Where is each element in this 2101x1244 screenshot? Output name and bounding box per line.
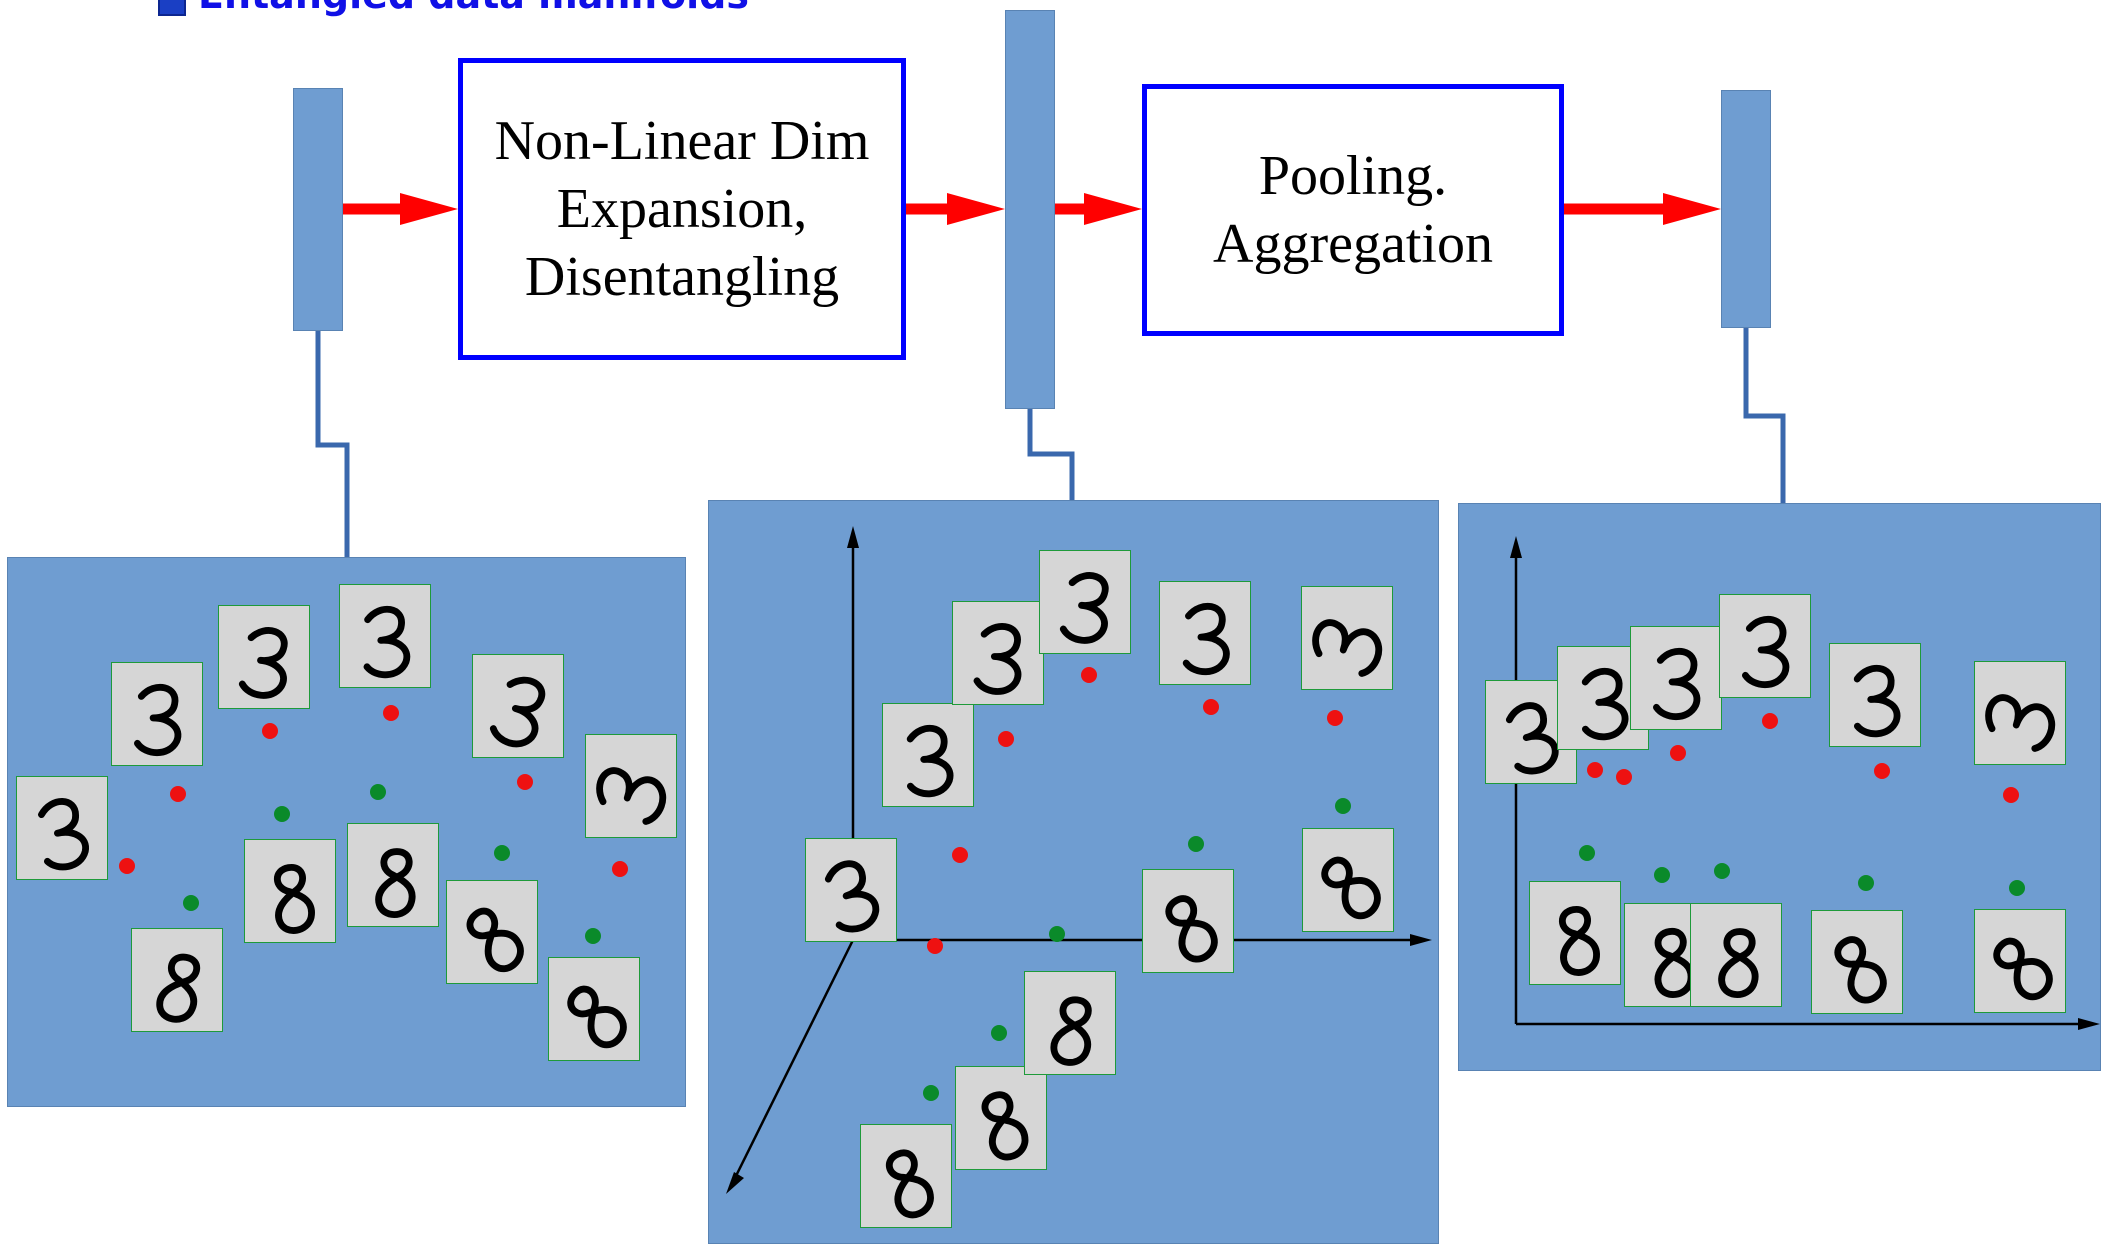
pooled-feature-vector bbox=[1721, 90, 1771, 328]
class-3-point bbox=[612, 861, 628, 877]
digit-8-tile bbox=[131, 928, 223, 1032]
flow-arrow-3 bbox=[1055, 193, 1142, 225]
digit-3-tile bbox=[1974, 661, 2066, 765]
pooling-line-2: Aggregation bbox=[1213, 213, 1493, 275]
class-8-point bbox=[585, 928, 601, 944]
digit-8-tile bbox=[446, 880, 538, 984]
connector-input bbox=[315, 331, 350, 557]
digit-3-tile bbox=[1719, 594, 1811, 698]
flow-arrow-4 bbox=[1564, 193, 1721, 225]
class-3-point bbox=[1081, 667, 1097, 683]
flow-arrow-1 bbox=[343, 193, 458, 225]
digit-3-tile bbox=[16, 776, 108, 880]
class-8-point bbox=[1049, 926, 1065, 942]
digit-8-tile bbox=[548, 957, 640, 1061]
pooling-line-1: Pooling. bbox=[1258, 144, 1448, 207]
digit-3-tile bbox=[1301, 586, 1393, 690]
class-3-point bbox=[998, 731, 1014, 747]
digit-8-tile bbox=[955, 1066, 1047, 1170]
expanded-feature-vector bbox=[1005, 10, 1055, 409]
digit-3-tile bbox=[882, 703, 974, 807]
digit-3-tile bbox=[1159, 581, 1251, 685]
class-8-point bbox=[1714, 863, 1730, 879]
digit-3-tile bbox=[472, 654, 564, 758]
class-8-point bbox=[923, 1085, 939, 1101]
class-8-point bbox=[1579, 845, 1595, 861]
class-8-point bbox=[183, 895, 199, 911]
digit-8-tile bbox=[244, 839, 336, 943]
class-3-point bbox=[1762, 713, 1778, 729]
digit-8-tile bbox=[860, 1124, 952, 1228]
class-3-point bbox=[517, 774, 533, 790]
connector-expanded bbox=[1027, 409, 1075, 500]
digit-8-tile bbox=[1690, 903, 1782, 1007]
digit-3-tile bbox=[805, 838, 897, 942]
digit-3-tile bbox=[1829, 643, 1921, 747]
expansion-line-3: Disentangling bbox=[524, 246, 840, 309]
digit-3-tile bbox=[585, 734, 677, 838]
class-3-point bbox=[1587, 762, 1603, 778]
expansion-line-2: Expansion, bbox=[556, 177, 808, 240]
class-3-point bbox=[262, 723, 278, 739]
class-8-point bbox=[370, 784, 386, 800]
expansion-line-1: Non-Linear Dim bbox=[494, 109, 870, 172]
flow-arrow-2 bbox=[906, 193, 1005, 225]
slide-header: Entangled data manifolds bbox=[158, 0, 749, 17]
class-3-point bbox=[119, 858, 135, 874]
digit-8-tile bbox=[347, 823, 439, 927]
class-3-point bbox=[1874, 763, 1890, 779]
class-3-point bbox=[927, 938, 943, 954]
digit-3-tile bbox=[339, 584, 431, 688]
class-3-point bbox=[1670, 745, 1686, 761]
class-3-point bbox=[1327, 710, 1343, 726]
bullet-icon bbox=[158, 0, 186, 16]
slide-title: Entangled data manifolds bbox=[198, 0, 749, 17]
digit-8-tile bbox=[1974, 909, 2066, 1013]
digit-3-tile bbox=[218, 605, 310, 709]
class-3-point bbox=[1616, 769, 1632, 785]
pooling-block: Pooling. Aggregation bbox=[1142, 84, 1564, 336]
class-3-point bbox=[2003, 787, 2019, 803]
digit-8-tile bbox=[1142, 869, 1234, 973]
class-8-point bbox=[1654, 867, 1670, 883]
digit-8-tile bbox=[1302, 828, 1394, 932]
input-feature-vector bbox=[293, 88, 343, 331]
digit-3-tile bbox=[952, 601, 1044, 705]
class-3-point bbox=[170, 786, 186, 802]
digit-8-tile bbox=[1811, 910, 1903, 1014]
class-8-point bbox=[2009, 880, 2025, 896]
class-3-point bbox=[383, 705, 399, 721]
digit-8-tile bbox=[1024, 971, 1116, 1075]
connector-pooled bbox=[1743, 328, 1786, 503]
digit-3-tile bbox=[111, 662, 203, 766]
class-8-point bbox=[1188, 836, 1204, 852]
class-8-point bbox=[1858, 875, 1874, 891]
class-8-point bbox=[274, 806, 290, 822]
class-3-point bbox=[952, 847, 968, 863]
expansion-block: Non-Linear Dim Expansion, Disentangling bbox=[458, 58, 906, 360]
digit-3-tile bbox=[1039, 550, 1131, 654]
class-3-point bbox=[1203, 699, 1219, 715]
digit-8-tile bbox=[1529, 881, 1621, 985]
class-8-point bbox=[991, 1025, 1007, 1041]
digit-3-tile bbox=[1630, 626, 1722, 730]
class-8-point bbox=[494, 845, 510, 861]
class-8-point bbox=[1335, 798, 1351, 814]
